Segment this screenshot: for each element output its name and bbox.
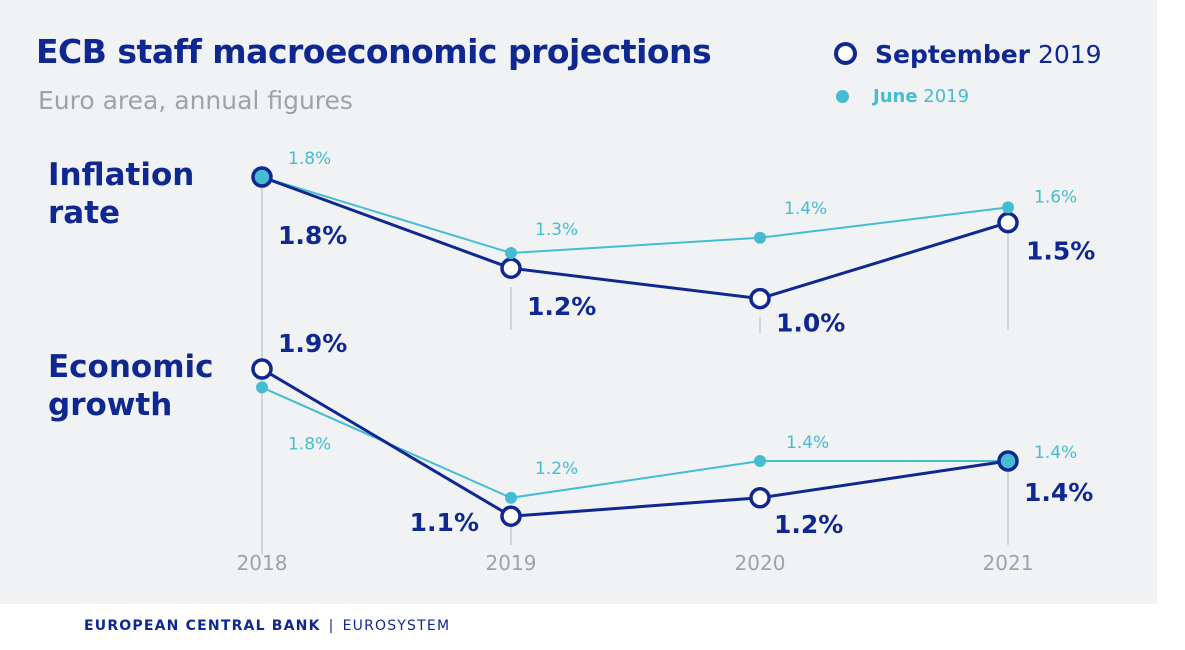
june-point-1-1 (505, 491, 517, 504)
chart-subtitle: Euro area, annual figures (38, 86, 353, 115)
june-point-1-2 (754, 455, 766, 467)
footer-eurosystem: EUROSYSTEM (342, 618, 451, 634)
inflation-label-line2: rate (48, 195, 121, 231)
september-point-1-0 (251, 358, 273, 380)
september-point-1-2 (749, 487, 771, 509)
june-label-1-2: 1.4% (786, 433, 829, 453)
june-label-0-0: 1.8% (288, 149, 331, 169)
legend-september-bold: September (875, 40, 1030, 69)
line-chart: 2018 2019 2020 2021 1.8% 1.3% 1.4% 1.6% 1.8% 1.2%… (237, 149, 1096, 575)
inflation-label-line1: Inflation (48, 157, 195, 193)
june-label-0-2: 1.4% (784, 199, 827, 219)
september-label-1-2: 1.2% (774, 510, 843, 539)
september-point-0-1 (500, 257, 522, 279)
legend-september: September 2019 (834, 40, 1102, 69)
legend-september-year: 2019 (1037, 40, 1102, 69)
chart-panel (0, 0, 1157, 604)
september-label-0-1: 1.2% (527, 292, 596, 321)
growth-label-line2: growth (48, 387, 173, 423)
dot-marker-icon (836, 90, 849, 103)
september-label-1-3: 1.4% (1024, 478, 1093, 507)
june-line-0 (261, 176, 1009, 255)
september-point-0-0 (251, 166, 273, 188)
september-point-1-3 (997, 450, 1019, 472)
june-point-0-1 (505, 247, 517, 259)
june-label-0-3: 1.6% (1034, 187, 1077, 207)
june-point-0-2 (754, 231, 766, 244)
september-label-0-0: 1.8% (278, 221, 347, 250)
growth-section-label: Economic growth (48, 348, 238, 424)
june-label-1-3: 1.4% (1034, 443, 1077, 463)
legend-june-bold: June (873, 86, 918, 107)
june-label-1-1: 1.2% (535, 459, 578, 479)
open-circle-marker-icon (834, 42, 857, 65)
x-tick-label-2020: 2020 (735, 551, 786, 575)
june-label-0-1: 1.3% (535, 220, 578, 240)
legend-june: June 2019 (836, 86, 969, 107)
growth-label-line1: Economic (48, 349, 214, 385)
september-label-1-0: 1.9% (278, 329, 347, 358)
x-tick-label-2018: 2018 (237, 551, 288, 575)
september-line-1 (261, 367, 1009, 518)
september-point-1-1 (500, 505, 522, 527)
legend-june-year: 2019 (923, 86, 970, 107)
september-line-0 (261, 175, 1009, 301)
june-point-1-0 (256, 381, 268, 394)
footer-separator: | (328, 618, 335, 634)
september-label-1-1: 1.1% (410, 508, 479, 537)
september-point-0-3 (997, 211, 1019, 234)
chart-title: ECB staff macroeconomic projections (36, 32, 712, 71)
inflation-section-label: Inflation rate (48, 156, 238, 232)
june-point-0-3 (1002, 201, 1014, 214)
june-line-1 (261, 386, 1008, 499)
september-label-0-2: 1.0% (776, 309, 845, 338)
september-point-0-2 (749, 287, 771, 310)
june-label-1-0: 1.8% (288, 434, 331, 454)
x-tick-label-2021: 2021 (983, 551, 1034, 575)
x-tick-label-2019: 2019 (486, 551, 537, 575)
september-label-0-3: 1.5% (1026, 237, 1095, 266)
footer-bank: EUROPEAN CENTRAL BANK (84, 618, 321, 634)
footer: EUROPEAN CENTRAL BANK | EUROSYSTEM (84, 618, 450, 634)
